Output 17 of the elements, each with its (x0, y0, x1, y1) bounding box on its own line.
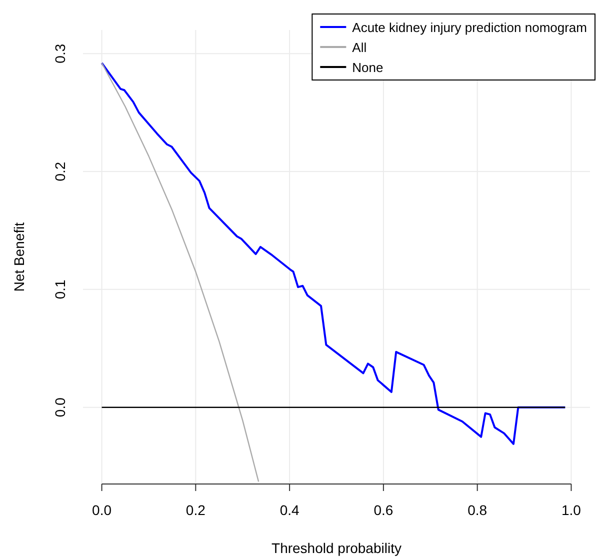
y-tick-label: 0.3 (52, 44, 68, 64)
line-series (100, 62, 566, 445)
x-axis-title: Threshold probability (272, 540, 402, 556)
y-tick-label: 0.1 (52, 279, 68, 300)
y-tick-label: 0.2 (52, 162, 68, 182)
y-tick-label: 0.0 (52, 397, 68, 418)
y-axis-title: Net Benefit (11, 222, 27, 292)
x-tick-label: 0.8 (468, 502, 488, 518)
legend-label: All (352, 40, 367, 55)
x-tick-label: 1.0 (561, 502, 582, 518)
x-tick-label: 0.4 (280, 502, 300, 518)
x-tick-label: 0.0 (92, 502, 112, 518)
line-series (101, 62, 260, 482)
legend-label: None (352, 60, 384, 75)
x-tick-label: 0.2 (186, 502, 206, 518)
legend-label: Acute kidney injury prediction nomogram (352, 20, 587, 35)
x-tick-label: 0.6 (374, 502, 394, 518)
